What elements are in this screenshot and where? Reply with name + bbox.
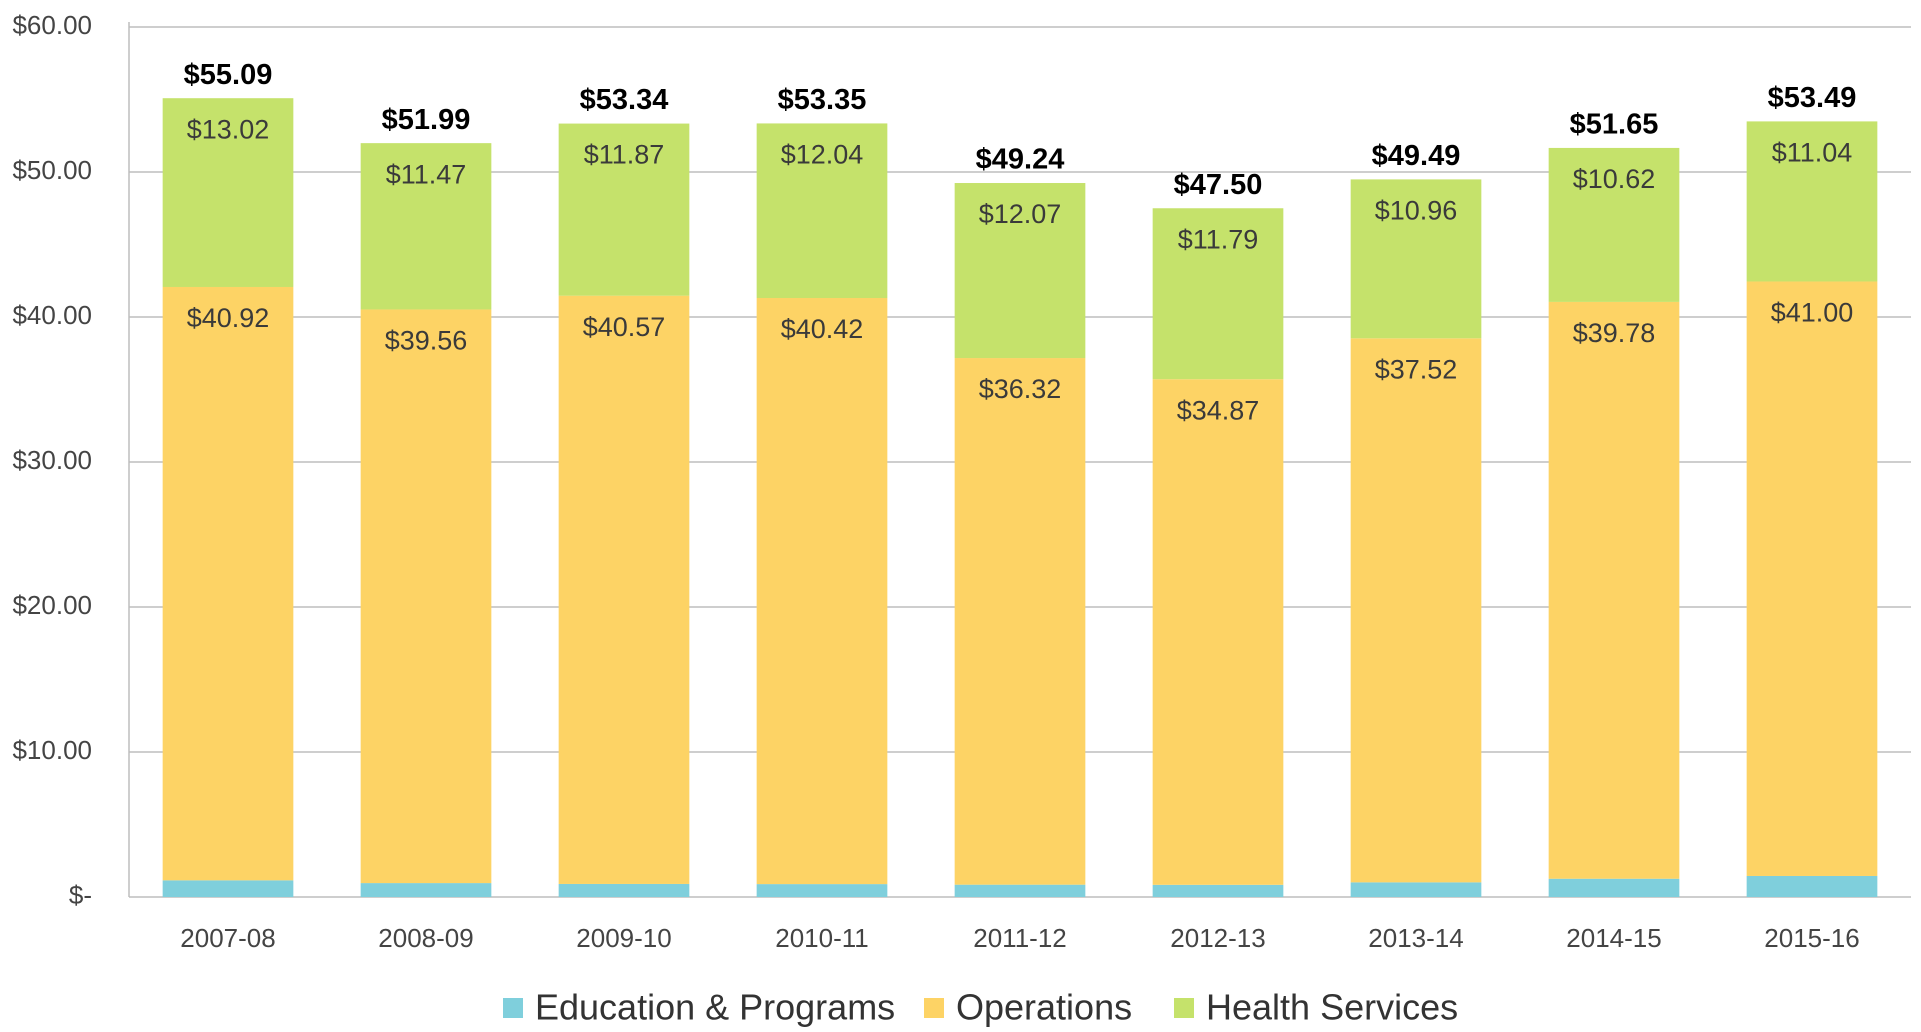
y-tick-label: $50.00 [12, 155, 92, 185]
legend-label: Operations [956, 987, 1132, 1028]
total-label: $53.35 [778, 84, 867, 116]
bar-segment [954, 884, 1086, 897]
bar-segment [1152, 208, 1284, 380]
value-label: $11.79 [1178, 224, 1259, 254]
bar-segment [1548, 147, 1680, 302]
x-tick-label: 2011-12 [973, 923, 1067, 953]
bar-segment [1350, 179, 1482, 339]
x-tick-label: 2008-09 [378, 923, 473, 953]
value-label: $34.87 [1177, 395, 1260, 425]
bar-segment [558, 883, 690, 897]
bar-segment [1152, 884, 1284, 897]
total-label: $53.34 [580, 84, 669, 116]
y-tick-label: $20.00 [12, 590, 92, 620]
y-tick-label: $30.00 [12, 445, 92, 475]
value-label: $12.04 [781, 140, 864, 170]
legend-swatch [924, 998, 944, 1018]
bar-segment [1746, 281, 1878, 876]
legend-swatch [503, 998, 523, 1018]
total-label: $47.50 [1174, 169, 1263, 201]
bar-segment [1746, 875, 1878, 897]
total-label: $49.49 [1372, 140, 1461, 172]
value-label: $11.04 [1772, 138, 1853, 168]
bar-segment [360, 143, 492, 310]
y-tick-label: $10.00 [12, 735, 92, 765]
value-label: $10.62 [1573, 164, 1656, 194]
total-label: $55.09 [184, 59, 273, 91]
bar-segment [756, 884, 888, 897]
x-tick-label: 2014-15 [1566, 923, 1661, 953]
bar-segment [756, 123, 888, 299]
x-tick-label: 2007-08 [180, 923, 275, 953]
value-label: $12.07 [979, 199, 1062, 229]
bar-segment [1548, 878, 1680, 897]
value-label: $39.78 [1573, 318, 1656, 348]
bar-segment [756, 298, 888, 885]
bar-segment [1350, 882, 1482, 897]
x-tick-label: 2012-13 [1170, 923, 1265, 953]
legend-label: Health Services [1206, 987, 1458, 1028]
bar-segment [1746, 121, 1878, 282]
value-label: $40.92 [187, 303, 270, 333]
bar-segment [1350, 338, 1482, 883]
x-tick-label: 2009-10 [576, 923, 671, 953]
value-label: $36.32 [979, 374, 1062, 404]
value-label: $41.00 [1771, 298, 1854, 328]
x-tick-label: 2010-11 [775, 923, 869, 953]
value-label: $40.57 [583, 312, 666, 342]
bar-segment [558, 123, 690, 296]
bar-segment [360, 309, 492, 884]
x-tick-label: 2015-16 [1764, 923, 1859, 953]
bar-segment [954, 358, 1086, 885]
value-label: $10.96 [1375, 196, 1458, 226]
total-label: $51.99 [382, 104, 471, 136]
bar-segment [162, 880, 294, 897]
y-tick-label: $- [69, 880, 92, 910]
legend-label: Education & Programs [535, 987, 895, 1028]
total-label: $51.65 [1570, 109, 1659, 141]
bar-segment [162, 98, 294, 287]
total-label: $53.49 [1768, 82, 1857, 114]
value-label: $39.56 [385, 326, 468, 356]
bar-segment [1152, 379, 1284, 885]
bar-segment [954, 183, 1086, 359]
bar-segment [162, 286, 294, 881]
total-label: $49.24 [976, 144, 1065, 176]
value-label: $37.52 [1375, 354, 1458, 384]
value-label: $11.47 [386, 159, 467, 189]
value-label: $11.87 [584, 140, 665, 170]
value-label: $40.42 [781, 314, 864, 344]
x-tick-label: 2013-14 [1368, 923, 1463, 953]
y-tick-label: $60.00 [12, 10, 92, 40]
bar-segment [360, 883, 492, 897]
bar-segment [1548, 301, 1680, 879]
legend-swatch [1174, 998, 1194, 1018]
y-tick-label: $40.00 [12, 300, 92, 330]
bar-segment [558, 295, 690, 884]
value-label: $13.02 [187, 114, 270, 144]
